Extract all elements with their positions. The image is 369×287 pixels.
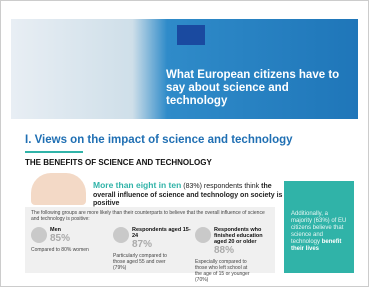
group-note: Particularly compared to those aged 55 a… xyxy=(113,253,173,271)
header-title: What European citizens have to say about… xyxy=(166,69,346,108)
group-note: Compared to 80% women xyxy=(31,247,91,253)
illustration xyxy=(31,173,86,205)
group-value: 88% xyxy=(214,245,275,256)
group-label: Respondents who finished education aged … xyxy=(214,227,275,245)
group-icon xyxy=(195,227,211,243)
group-icon xyxy=(113,227,129,243)
headline-text: (83%) respondents think xyxy=(183,183,259,190)
group-icon xyxy=(31,227,47,243)
page: What European citizens have to say about… xyxy=(0,0,369,287)
headline: More than eight in ten (83%) respondents… xyxy=(93,181,283,209)
group-value: 87% xyxy=(132,239,193,250)
headline-lead: More than eight in ten xyxy=(93,180,181,190)
groups-intro: The following groups are more likely tha… xyxy=(31,210,271,222)
eu-flag xyxy=(177,25,205,45)
group-item: Respondents who finished education aged … xyxy=(195,227,275,283)
sidebar-text: Additionally, a majority (63%) of EU cit… xyxy=(291,211,347,253)
group-value: 85% xyxy=(50,233,111,244)
rule xyxy=(25,151,83,153)
group-note: Especially compared to those who left sc… xyxy=(195,259,255,283)
section-subtitle: THE BENEFITS OF SCIENCE AND TECHNOLOGY xyxy=(25,158,212,167)
section-title: I. Views on the impact of science and te… xyxy=(25,134,293,146)
group-label: Respondents aged 15-24 xyxy=(132,227,193,239)
group-text: Respondents who finished education aged … xyxy=(214,227,275,256)
